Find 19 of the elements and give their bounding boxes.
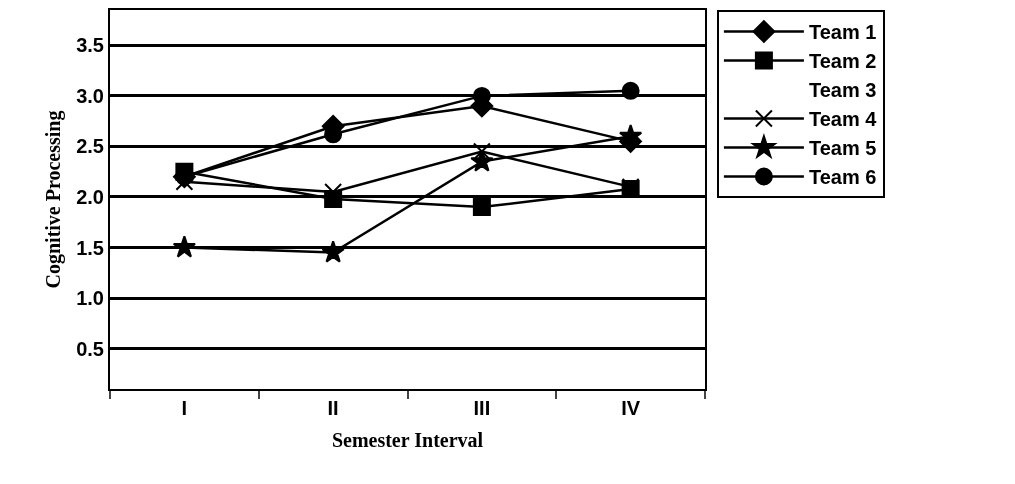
legend-label: Team 6 bbox=[808, 166, 877, 189]
y-tick-label: 1.0 bbox=[76, 287, 104, 310]
legend-label: Team 1 bbox=[808, 21, 877, 44]
x-axis-title: Semester Interval bbox=[331, 429, 484, 451]
y-axis-title: Cognitive Processing bbox=[42, 110, 66, 289]
legend-label: Team 5 bbox=[808, 137, 877, 160]
x-tick-label: IV bbox=[621, 397, 641, 419]
y-tick-label: 0.5 bbox=[76, 337, 104, 360]
x-tick-label: I bbox=[181, 397, 188, 419]
y-tick-label: 2.0 bbox=[76, 185, 104, 208]
y-tick-label: 2.5 bbox=[76, 135, 104, 158]
y-tick-label: 1.5 bbox=[76, 236, 104, 259]
legend-label: Team 2 bbox=[808, 50, 877, 73]
y-tick-label: 3.5 bbox=[76, 34, 104, 57]
legend-label: Team 4 bbox=[808, 108, 878, 131]
x-tick-label: II bbox=[327, 397, 339, 419]
text: Team 3 bbox=[808, 79, 877, 102]
y-tick-label: 3.0 bbox=[76, 84, 104, 107]
x-tick-label: III bbox=[473, 397, 491, 419]
